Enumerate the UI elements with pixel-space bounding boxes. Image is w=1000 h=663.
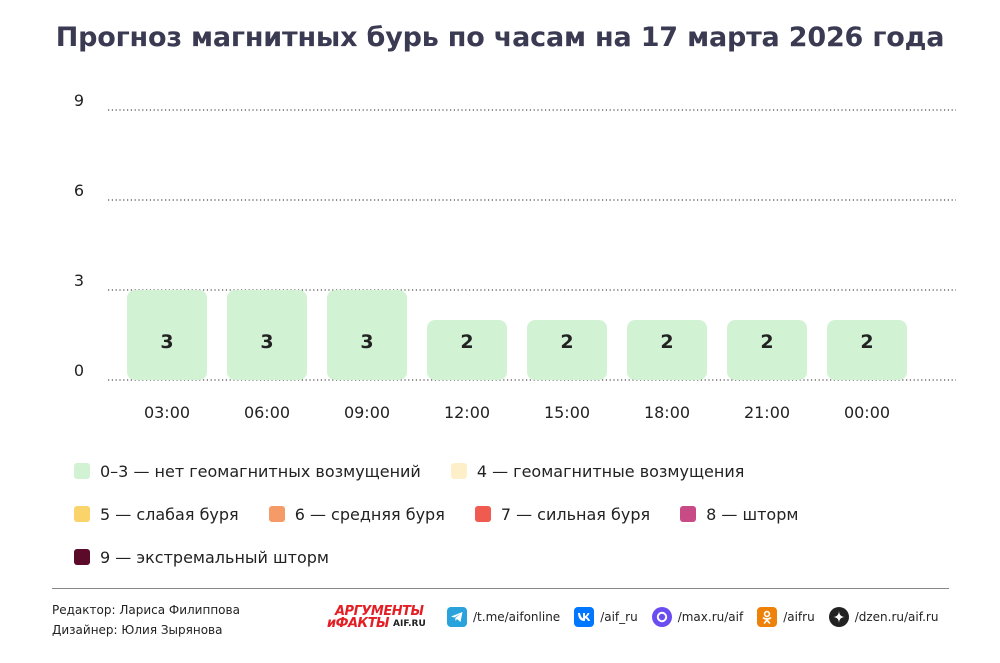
bar-value-label: 2: [660, 331, 673, 353]
y-tick-label: 9: [74, 91, 84, 110]
logo-line2: иФАКТЫ: [327, 616, 390, 631]
legend-swatch: [268, 506, 285, 522]
legend-label: 4 — геомагнитные возмущения: [476, 461, 745, 481]
bar: [527, 320, 607, 380]
legend-label: 8 — шторм: [706, 504, 799, 524]
x-tick-label: 12:00: [444, 403, 490, 422]
logo-line1: АРГУМЕНТЫ: [335, 604, 424, 619]
legend-swatch: [450, 463, 467, 479]
legend-item: 5 — слабая буря: [74, 505, 239, 524]
max-icon: [651, 607, 672, 627]
legend-item: 6 — средняя буря: [268, 504, 445, 524]
legend-item: 8 — шторм: [680, 505, 798, 524]
logo-suffix: AIF.RU: [393, 619, 426, 629]
footer-divider: [52, 588, 949, 589]
bar-value-label: 3: [260, 331, 273, 353]
bar-chart: 0 3 6 9 3 03:00 3 06:00 3 09:00 2 12:00 2 15:00 2 18:00…: [74, 91, 956, 422]
legend-label: 5 — слабая буря: [100, 504, 239, 524]
x-tick-label: 06:00: [244, 403, 290, 422]
social-text: /t.me/aifonline: [473, 610, 561, 624]
social-link-dzen[interactable]: /dzen.ru/aif.ru: [828, 607, 939, 627]
y-tick-label: 6: [74, 181, 84, 200]
bar-value-label: 3: [360, 331, 373, 353]
legend-label: 6 — средняя буря: [294, 504, 445, 524]
telegram-icon: [447, 607, 467, 627]
social-link-vk[interactable]: /aif_ru: [574, 607, 638, 627]
y-tick-label: 0: [74, 361, 84, 380]
bar: [627, 320, 707, 380]
x-tick-label: 18:00: [644, 403, 690, 422]
x-tick-label: 09:00: [344, 403, 390, 422]
bar: [127, 290, 207, 380]
legend-row: 0–3 — нет геомагнитных возмущений 4 — ге…: [74, 460, 954, 482]
legend-item: 0–3 — нет геомагнитных возмущений: [74, 462, 421, 481]
social-links: /t.me/aifonline /aif_ru /max.ru/aif /aif…: [447, 607, 938, 627]
chart-title: Прогноз магнитных бурь по часам на 17 ма…: [55, 22, 945, 53]
legend-label: 0–3 — нет геомагнитных возмущений: [100, 461, 421, 481]
x-tick-label: 00:00: [844, 403, 890, 422]
legend-row: 9 — экстремальный шторм: [74, 546, 954, 568]
y-tick-label: 3: [74, 271, 84, 290]
aif-logo[interactable]: АРГУМЕНТЫ иФАКТЫ AIF.RU: [327, 604, 435, 632]
dzen-icon: [828, 607, 849, 627]
bar: [827, 320, 907, 380]
bar-value-label: 2: [460, 331, 473, 353]
social-link-max[interactable]: /max.ru/aif: [651, 607, 744, 627]
bar-value-label: 3: [160, 331, 173, 353]
legend: 0–3 — нет геомагнитных возмущений 4 — ге…: [74, 460, 954, 589]
bar-value-label: 2: [560, 331, 573, 353]
legend-swatch: [474, 506, 491, 522]
social-text: /aifru: [783, 610, 815, 624]
legend-label: 7 — сильная буря: [500, 504, 651, 524]
legend-label: 9 — экстремальный шторм: [100, 547, 329, 567]
legend-swatch: [74, 506, 90, 522]
legend-item: 9 — экстремальный шторм: [74, 548, 329, 567]
social-text: /max.ru/aif: [677, 610, 744, 624]
legend-swatch: [74, 463, 90, 479]
legend-swatch: [680, 506, 697, 522]
social-link-odnoklassniki[interactable]: /aifru: [757, 607, 815, 627]
bar-value-label: 2: [860, 331, 873, 353]
legend-item: 4 — геомагнитные возмущения: [450, 461, 745, 481]
legend-swatch: [74, 549, 90, 565]
x-tick-label: 03:00: [144, 403, 190, 422]
bar: [327, 290, 407, 380]
bar: [427, 320, 507, 380]
editor-credit: Редактор: Лариса Филиппова: [52, 603, 240, 617]
legend-item: 7 — сильная буря: [474, 504, 651, 524]
bar-value-label: 2: [760, 331, 773, 353]
bar: [227, 290, 307, 380]
social-text: /dzen.ru/aif.ru: [854, 610, 939, 624]
social-text: /aif_ru: [600, 610, 638, 624]
vk-icon: [574, 607, 595, 627]
credits: Редактор: Лариса Филиппова Дизайнер: Юли…: [52, 600, 240, 640]
x-tick-label: 15:00: [544, 403, 590, 422]
legend-row: 5 — слабая буря 6 — средняя буря 7 — сил…: [74, 503, 954, 525]
x-tick-label: 21:00: [744, 403, 790, 422]
odnoklassniki-icon: [757, 607, 778, 627]
social-link-telegram[interactable]: /t.me/aifonline: [447, 607, 560, 627]
designer-credit: Дизайнер: Юлия Зырянова: [52, 623, 223, 637]
bar: [727, 320, 807, 380]
